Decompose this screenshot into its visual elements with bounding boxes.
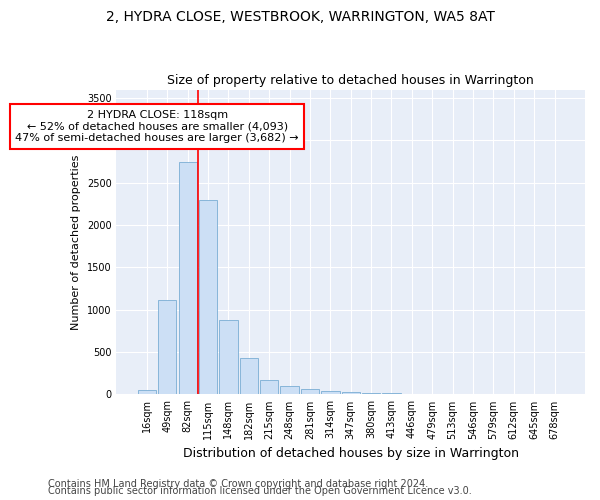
Bar [260, 380, 278, 394]
Bar [199, 200, 217, 394]
Text: Contains public sector information licensed under the Open Government Licence v3: Contains public sector information licen… [48, 486, 472, 496]
Bar [179, 162, 197, 394]
Title: Size of property relative to detached houses in Warrington: Size of property relative to detached ho… [167, 74, 534, 87]
Bar [239, 358, 258, 395]
Bar [382, 393, 401, 394]
Bar [362, 392, 380, 394]
Bar [280, 386, 299, 394]
Bar [301, 390, 319, 394]
Bar [219, 320, 238, 394]
Text: 2 HYDRA CLOSE: 118sqm
← 52% of detached houses are smaller (4,093)
47% of semi-d: 2 HYDRA CLOSE: 118sqm ← 52% of detached … [16, 110, 299, 143]
Bar [158, 300, 176, 394]
X-axis label: Distribution of detached houses by size in Warrington: Distribution of detached houses by size … [183, 447, 519, 460]
Bar [321, 392, 340, 394]
Y-axis label: Number of detached properties: Number of detached properties [71, 154, 81, 330]
Bar [138, 390, 156, 394]
Bar [341, 392, 360, 394]
Text: Contains HM Land Registry data © Crown copyright and database right 2024.: Contains HM Land Registry data © Crown c… [48, 479, 428, 489]
Text: 2, HYDRA CLOSE, WESTBROOK, WARRINGTON, WA5 8AT: 2, HYDRA CLOSE, WESTBROOK, WARRINGTON, W… [106, 10, 494, 24]
